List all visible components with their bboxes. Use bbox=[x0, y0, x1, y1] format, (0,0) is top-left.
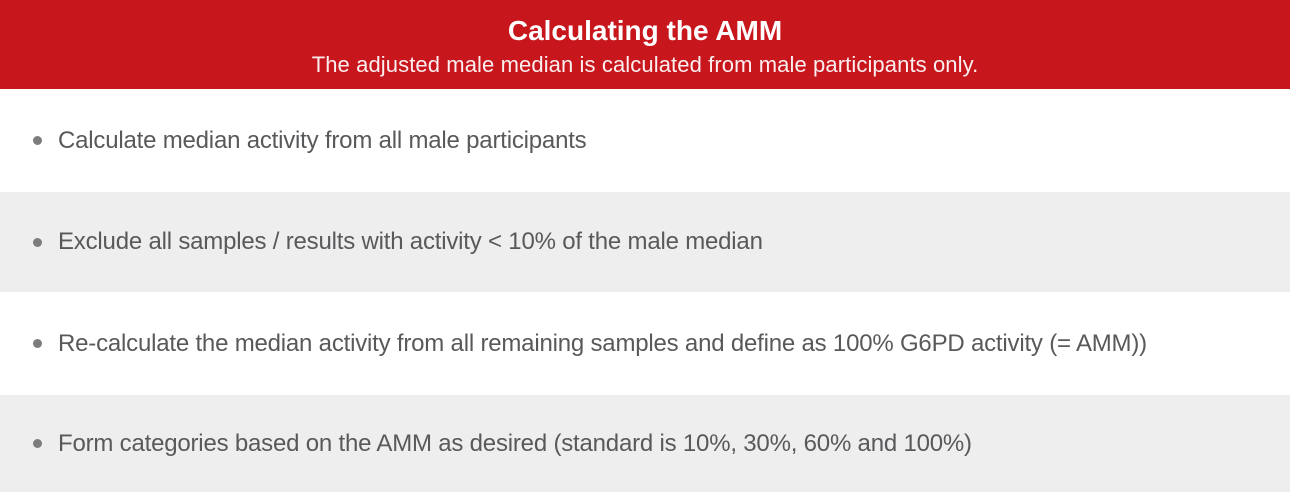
step-row-3: Re-calculate the median activity from al… bbox=[0, 292, 1290, 395]
page-title: Calculating the AMM bbox=[507, 14, 783, 46]
step-text-1: Calculate median activity from all male … bbox=[58, 126, 587, 154]
bullet-icon bbox=[33, 439, 42, 448]
bullet-icon bbox=[33, 237, 42, 247]
step-text-3: Re-calculate the median activity from al… bbox=[58, 329, 1147, 357]
step-row-2: Exclude all samples / results with activ… bbox=[0, 192, 1290, 292]
step-text-2: Exclude all samples / results with activ… bbox=[58, 228, 763, 255]
bullet-icon bbox=[33, 136, 42, 145]
steps-list: Calculate median activity from all male … bbox=[0, 89, 1290, 498]
step-row-4: Form categories based on the AMM as desi… bbox=[0, 395, 1290, 492]
header-banner: Calculating the AMM The adjusted male me… bbox=[0, 0, 1290, 89]
bullet-icon bbox=[33, 339, 42, 348]
step-text-4: Form categories based on the AMM as desi… bbox=[58, 429, 972, 457]
page-subtitle: The adjusted male median is calculated f… bbox=[311, 52, 979, 78]
step-row-1: Calculate median activity from all male … bbox=[0, 89, 1290, 192]
bottom-strip bbox=[0, 492, 1290, 498]
